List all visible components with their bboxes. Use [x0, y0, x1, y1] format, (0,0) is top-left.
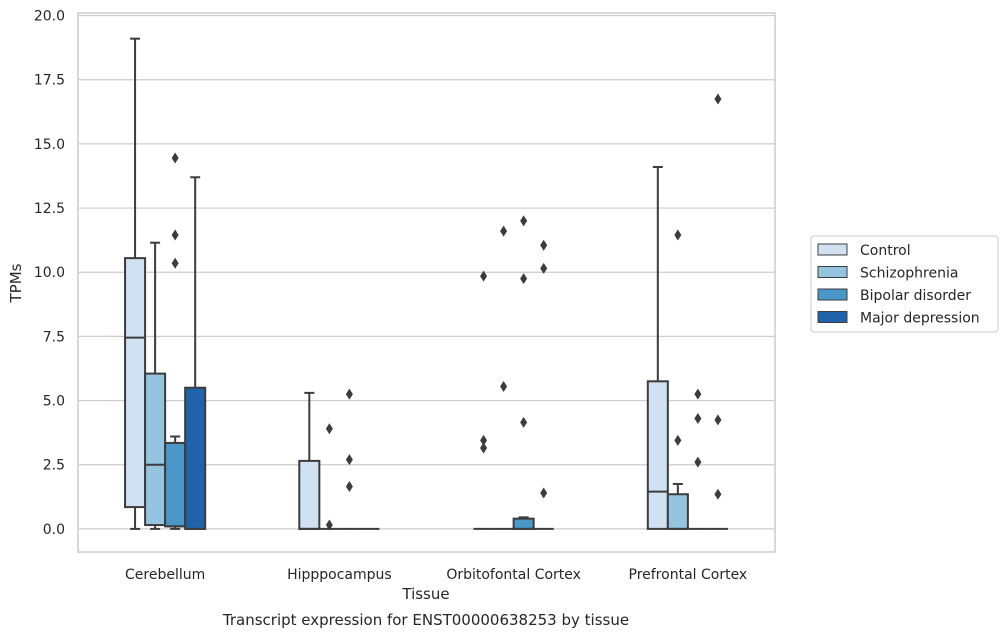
outlier-point — [171, 152, 179, 164]
iqr-box — [144, 372, 167, 527]
x-tick-label: Hipppocampus — [287, 567, 392, 583]
outlier-point — [345, 388, 353, 400]
outlier-point — [674, 229, 682, 241]
outlier-point — [325, 423, 333, 435]
box-control — [124, 37, 147, 530]
outlier-point — [345, 481, 353, 493]
legend-label: Major depression — [860, 311, 980, 327]
outlier-point — [520, 416, 528, 428]
box-series — [124, 37, 728, 531]
outlier-point — [345, 454, 353, 466]
legend-label: Control — [860, 243, 911, 259]
y-tick-label: 20.0 — [34, 9, 65, 25]
iqr-box — [184, 386, 207, 530]
x-tick-labels: Cerebellum Hipppocampus Orbitofontal Corte… — [125, 567, 747, 583]
box-control — [473, 270, 494, 530]
outlier-point — [480, 442, 488, 454]
outlier-point — [714, 93, 722, 105]
chart-caption: Transcript expression for ENST0000063825… — [222, 611, 629, 629]
iqr-box — [512, 517, 535, 530]
box-bipolar-disorder — [687, 388, 708, 530]
x-tick-label: Prefrontal Cortex — [629, 567, 748, 583]
iqr-box — [666, 493, 689, 530]
outlier-point — [540, 262, 548, 274]
outlier-point — [694, 456, 702, 468]
y-tick-label: 0.0 — [43, 522, 65, 538]
outlier-point — [325, 519, 333, 531]
box-schizophrenia — [319, 423, 340, 531]
box-bipolar-disorder — [339, 388, 360, 530]
legend-swatch — [817, 311, 848, 323]
outlier-point — [520, 215, 528, 227]
outlier-point — [714, 414, 722, 426]
iqr-box — [298, 459, 321, 530]
iqr-box — [124, 257, 147, 509]
box-major-depression — [533, 239, 554, 530]
box-bipolar-disorder — [164, 152, 187, 530]
x-axis-title: Tissue — [401, 585, 449, 603]
y-tick-label: 12.5 — [34, 201, 65, 217]
outlier-point — [674, 434, 682, 446]
y-tick-label: 2.5 — [43, 458, 65, 474]
box-schizophrenia — [144, 241, 167, 530]
box-control — [298, 391, 321, 530]
plot-area-frame — [77, 12, 776, 553]
iqr-box — [646, 380, 669, 530]
x-tick-label: Orbitofontal Cortex — [446, 567, 581, 583]
outlier-point — [500, 380, 508, 392]
legend-swatch — [817, 266, 848, 278]
box-control — [646, 166, 669, 530]
y-axis-title: TPMs — [7, 263, 25, 303]
outlier-point — [480, 270, 488, 282]
outlier-point — [694, 413, 702, 425]
legend-frame — [810, 235, 999, 333]
box-schizophrenia — [666, 229, 689, 530]
y-tick-label: 10.0 — [34, 265, 65, 281]
y-tick-label: 7.5 — [43, 329, 65, 345]
outlier-point — [500, 225, 508, 237]
outlier-point — [520, 273, 528, 285]
y-tick-labels: 0.0 2.5 5.0 7.5 10.0 12.5 15.0 17.5 20.0 — [34, 9, 65, 538]
legend-label: Schizophrenia — [860, 266, 958, 282]
legend-label: Bipolar disorder — [860, 288, 971, 304]
outlier-point — [480, 434, 488, 446]
outlier-point — [540, 239, 548, 251]
y-tick-label: 15.0 — [34, 137, 65, 153]
iqr-box — [164, 441, 187, 528]
y-tick-label: 5.0 — [43, 394, 65, 410]
outlier-point — [694, 388, 702, 400]
outlier-point — [171, 257, 179, 269]
outlier-point — [171, 229, 179, 241]
box-major-depression — [184, 176, 207, 530]
box-bipolar-disorder — [512, 215, 535, 530]
outlier-point — [540, 487, 548, 499]
legend-swatch — [817, 243, 848, 256]
legend: Control Schizophrenia Bipolar disorder Majo… — [810, 235, 999, 333]
box-major-depression — [707, 93, 728, 530]
legend-swatch — [817, 288, 848, 301]
outlier-point — [714, 488, 722, 500]
box-schizophrenia — [493, 225, 514, 530]
y-tick-label: 17.5 — [34, 73, 65, 89]
x-tick-label: Cerebellum — [125, 567, 205, 583]
